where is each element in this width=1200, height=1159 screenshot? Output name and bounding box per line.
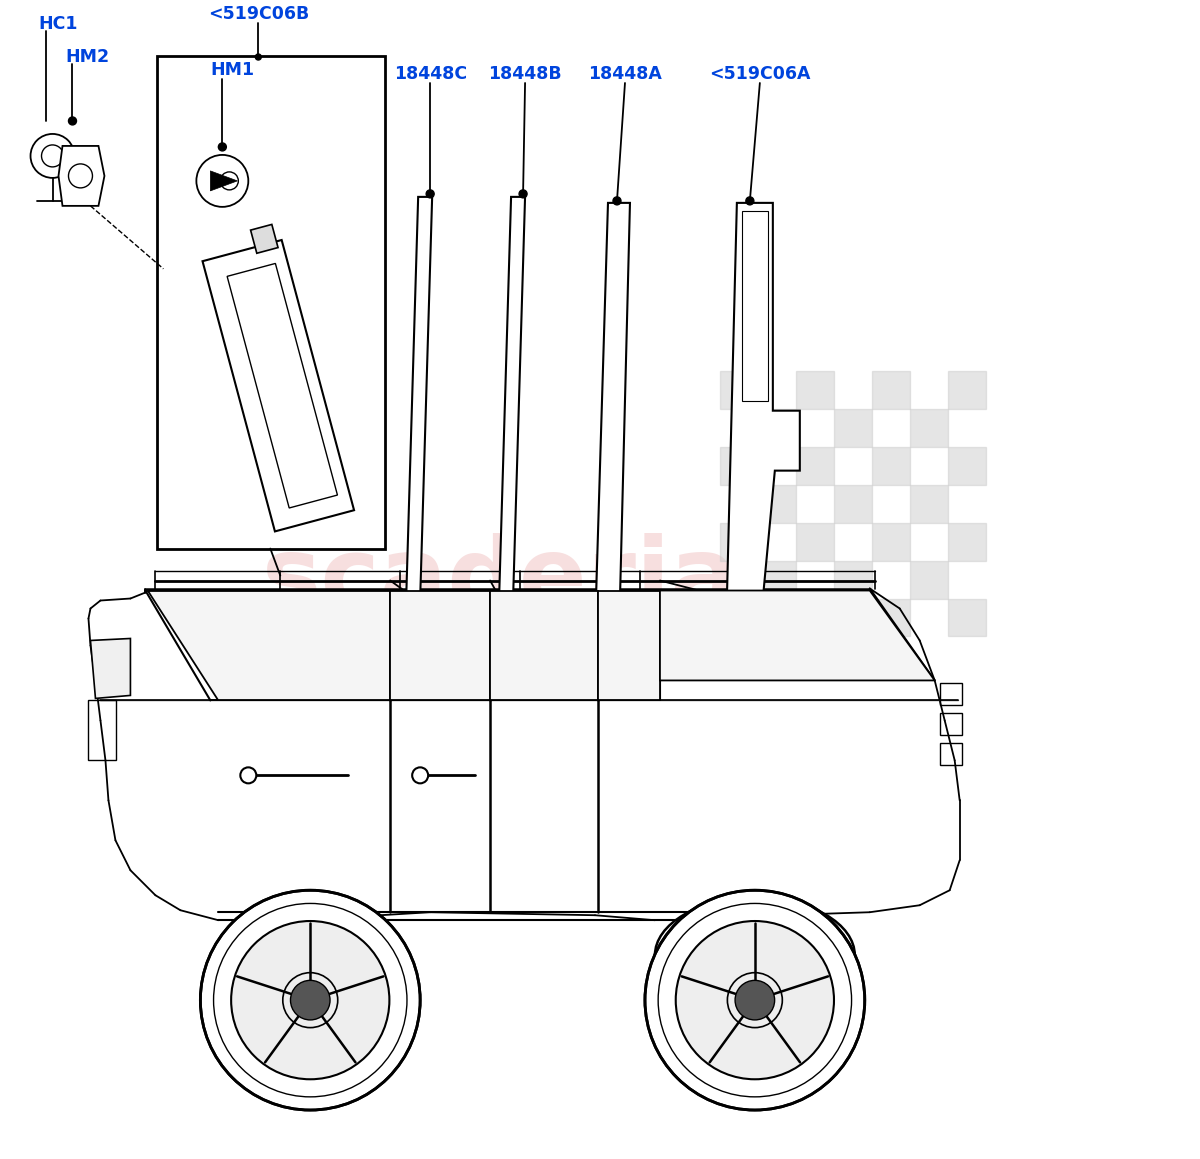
- Text: HC1: HC1: [38, 15, 78, 32]
- Bar: [758, 484, 796, 523]
- Bar: [796, 371, 834, 409]
- Bar: [720, 598, 758, 636]
- Circle shape: [218, 143, 227, 151]
- Circle shape: [200, 890, 420, 1110]
- Bar: [834, 484, 871, 523]
- Polygon shape: [90, 639, 131, 699]
- Bar: [796, 446, 834, 484]
- Circle shape: [68, 117, 77, 125]
- Polygon shape: [210, 170, 238, 191]
- Text: HM1: HM1: [210, 61, 254, 79]
- Circle shape: [256, 54, 262, 60]
- Bar: [720, 523, 758, 561]
- Polygon shape: [406, 197, 432, 598]
- Text: <519C06A: <519C06A: [709, 65, 811, 83]
- Bar: [834, 409, 871, 446]
- Circle shape: [240, 767, 257, 783]
- Bar: [758, 561, 796, 598]
- Polygon shape: [251, 225, 278, 254]
- Bar: [758, 409, 796, 446]
- Polygon shape: [499, 197, 526, 598]
- Bar: [871, 523, 910, 561]
- Polygon shape: [203, 240, 354, 532]
- Bar: [157, 56, 385, 548]
- Circle shape: [746, 197, 754, 205]
- Bar: [871, 446, 910, 484]
- Polygon shape: [390, 591, 490, 700]
- Bar: [796, 598, 834, 636]
- Bar: [940, 714, 961, 736]
- Text: c a r   p a r t s: c a r p a r t s: [373, 634, 626, 668]
- Bar: [720, 446, 758, 484]
- Text: HM2: HM2: [66, 48, 109, 66]
- Bar: [871, 371, 910, 409]
- Bar: [940, 743, 961, 765]
- Polygon shape: [598, 591, 660, 700]
- Polygon shape: [59, 146, 104, 206]
- Text: scaderia: scaderia: [262, 532, 738, 629]
- Bar: [948, 598, 985, 636]
- Circle shape: [426, 190, 434, 198]
- Bar: [910, 409, 948, 446]
- Polygon shape: [149, 591, 390, 700]
- Text: 18448B: 18448B: [488, 65, 562, 83]
- Circle shape: [197, 155, 248, 206]
- Bar: [948, 371, 985, 409]
- Circle shape: [412, 767, 428, 783]
- Bar: [948, 446, 985, 484]
- Text: 18448A: 18448A: [588, 65, 662, 83]
- Text: <519C06B: <519C06B: [208, 5, 308, 23]
- Circle shape: [520, 190, 527, 198]
- Polygon shape: [727, 203, 800, 598]
- Circle shape: [613, 197, 620, 205]
- Bar: [720, 371, 758, 409]
- Polygon shape: [596, 203, 630, 598]
- Text: 18448C: 18448C: [394, 65, 467, 83]
- Bar: [89, 700, 116, 760]
- Bar: [871, 598, 910, 636]
- Circle shape: [290, 981, 330, 1020]
- Circle shape: [232, 921, 389, 1079]
- Bar: [834, 561, 871, 598]
- Circle shape: [676, 921, 834, 1079]
- Bar: [948, 523, 985, 561]
- Circle shape: [42, 145, 64, 167]
- Circle shape: [644, 890, 865, 1110]
- Bar: [940, 684, 961, 706]
- Polygon shape: [490, 591, 598, 700]
- Bar: [910, 561, 948, 598]
- Circle shape: [736, 981, 775, 1020]
- Bar: [796, 523, 834, 561]
- Bar: [910, 484, 948, 523]
- Circle shape: [30, 134, 74, 177]
- Polygon shape: [660, 591, 935, 680]
